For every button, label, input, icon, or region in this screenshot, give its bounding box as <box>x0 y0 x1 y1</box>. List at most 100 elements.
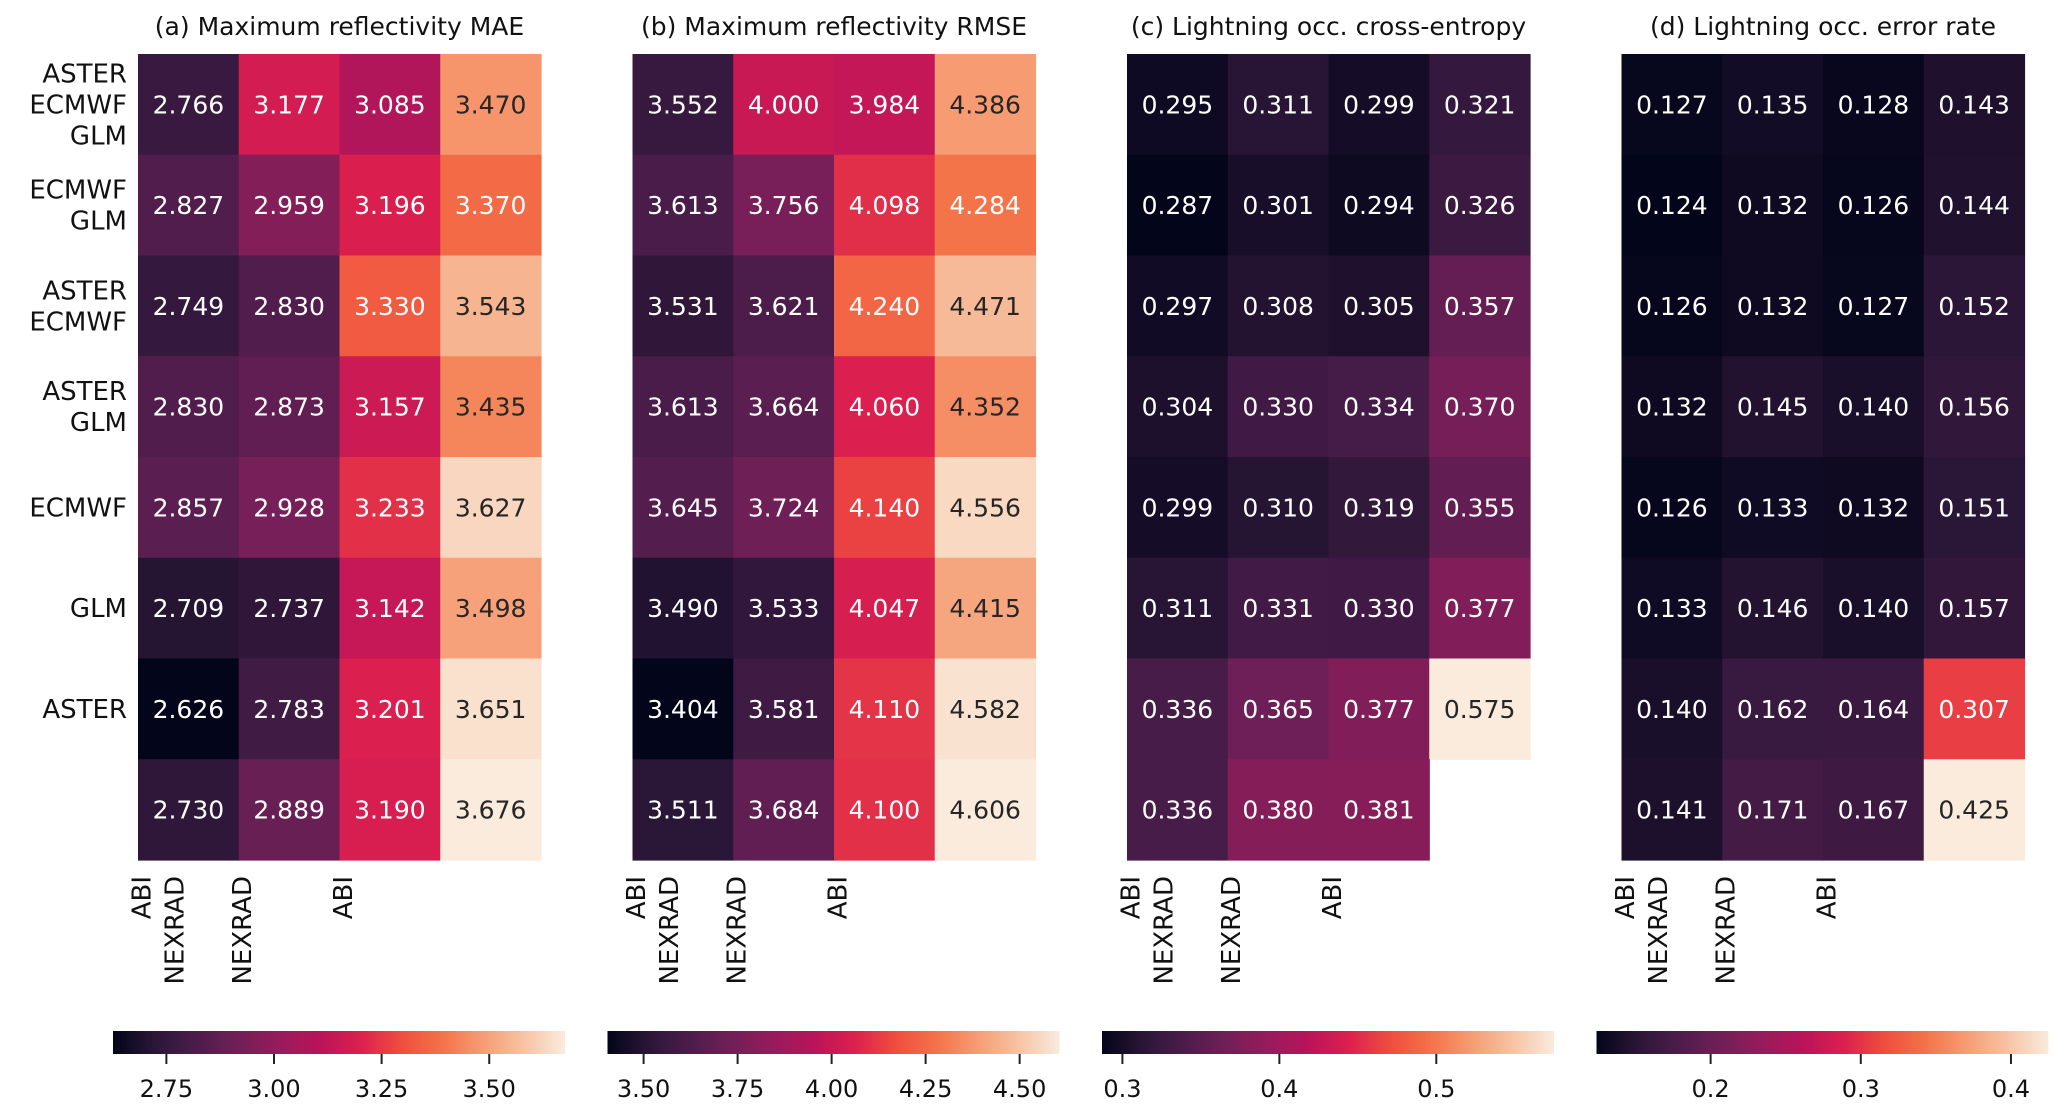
heatmap-cell <box>1823 54 1925 156</box>
cell-value-label: 0.301 <box>1242 191 1314 220</box>
heatmap-cell <box>834 356 936 458</box>
cell-value-label: 0.151 <box>1938 493 2010 522</box>
row-label: ECMWF <box>29 493 127 523</box>
cell-value-label: 2.709 <box>153 594 225 623</box>
cell-value-label: 3.490 <box>647 594 719 623</box>
cell-value-label: 3.370 <box>455 191 527 220</box>
heatmap-cell <box>1621 557 1723 660</box>
cell-value-label: 4.110 <box>849 695 921 724</box>
heatmap-cell <box>138 154 240 257</box>
panels: (a) Maximum reflectivity MAE 2.766 3.177 3.… <box>29 12 2049 1103</box>
heatmap-cell <box>440 356 542 458</box>
cell-value-label: 3.724 <box>748 493 820 522</box>
heatmap-cell <box>238 356 341 458</box>
cell-value-label: 0.321 <box>1444 90 1516 119</box>
cell-value-label: 0.330 <box>1242 393 1314 422</box>
heatmap-cell <box>1227 759 1330 861</box>
cell-value-label: 3.552 <box>647 90 719 119</box>
heatmap-cell <box>440 658 542 760</box>
cell-value-label: 2.830 <box>153 393 225 422</box>
cell-value-label: 0.126 <box>1636 292 1708 321</box>
cell-value-label: 3.621 <box>748 292 820 321</box>
cell-value-label: 0.132 <box>1737 191 1809 220</box>
row-label: GLM <box>70 594 127 624</box>
cell-value-label: 0.370 <box>1444 393 1516 422</box>
cell-value-label: 3.581 <box>748 695 820 724</box>
cell-value-label: 4.140 <box>849 493 921 522</box>
heatmap-cell <box>1722 54 1824 156</box>
heatmap-cell <box>632 255 734 357</box>
column-label: NEXRAD <box>160 876 190 985</box>
heatmap-cell <box>339 255 441 357</box>
heatmap-cell <box>1227 557 1330 660</box>
cell-value-label: 0.377 <box>1343 695 1415 724</box>
cell-value-label: 0.135 <box>1737 90 1809 119</box>
heatmap-cell <box>733 557 835 660</box>
cell-value-label: 3.190 <box>354 796 426 825</box>
heatmap-cell <box>1823 658 1925 760</box>
heatmap-panel-b: (b) Maximum reflectivity RMSE 3.552 4.000 3… <box>607 12 1060 1103</box>
heatmap-cell <box>834 255 936 357</box>
cell-value-label: 4.606 <box>949 796 1021 825</box>
heatmap-cell <box>1823 457 1925 559</box>
heatmap-cell <box>733 457 835 559</box>
heatmap-cell <box>1722 255 1824 357</box>
cell-value-label: 0.305 <box>1343 292 1415 321</box>
panel-title: (c) Lightning occ. cross-entropy <box>1131 12 1526 41</box>
cell-value-label: 4.582 <box>949 695 1021 724</box>
heatmap-cell <box>1923 557 2026 660</box>
cell-value-label: 0.156 <box>1938 393 2010 422</box>
cell-value-label: 2.737 <box>253 594 325 623</box>
colorbar-tick-label: 0.2 <box>1692 1075 1730 1103</box>
heatmap-cell <box>238 255 341 357</box>
heatmap-cell <box>632 356 734 458</box>
cell-value-label: 3.627 <box>455 493 527 522</box>
heatmap-cell <box>632 759 734 861</box>
heatmap-cell <box>834 154 936 257</box>
cell-value-label: 3.201 <box>354 695 426 724</box>
heatmap-cell <box>733 54 835 156</box>
heatmap-cell <box>1429 557 1531 660</box>
cell-value-label: 0.145 <box>1737 393 1809 422</box>
heatmap-cell <box>339 356 441 458</box>
heatmap-cell <box>1722 557 1824 660</box>
heatmap-cell <box>1621 658 1723 760</box>
cell-value-label: 3.664 <box>748 393 820 422</box>
cell-value-label: 2.928 <box>253 493 325 522</box>
cell-value-label: 4.060 <box>849 393 921 422</box>
heatmap-cell <box>834 658 936 760</box>
cell-value-label: 3.756 <box>748 191 820 220</box>
cell-value-label: 3.157 <box>354 393 426 422</box>
cell-value-label: 4.556 <box>949 493 1021 522</box>
heatmap-cell <box>1227 658 1330 760</box>
cell-value-label: 0.299 <box>1142 493 1214 522</box>
cell-value-label: 2.889 <box>253 796 325 825</box>
cell-value-label: 2.626 <box>153 695 225 724</box>
heatmap-cell <box>834 759 936 861</box>
row-label: ASTER <box>42 59 127 89</box>
row-label: ECMWF <box>29 90 127 120</box>
cell-value-label: 0.127 <box>1636 90 1708 119</box>
heatmap-cell <box>1429 658 1531 760</box>
colorbar-tick-label: 0.4 <box>1260 1075 1298 1103</box>
heatmap-cell <box>1923 255 2026 357</box>
cell-value-label: 0.326 <box>1444 191 1516 220</box>
cell-value-label: 0.355 <box>1444 493 1516 522</box>
cell-value-label: 0.133 <box>1737 493 1809 522</box>
colorbar-tick-label: 0.4 <box>1992 1075 2030 1103</box>
heatmap-cell <box>1621 457 1723 559</box>
heatmap-cell <box>1722 154 1824 257</box>
cell-value-label: 0.128 <box>1838 90 1910 119</box>
cell-value-label: 0.152 <box>1938 292 2010 321</box>
heatmap-cell <box>238 54 341 156</box>
heatmap-cell <box>339 457 441 559</box>
colorbar-tick-label: 4.00 <box>805 1075 858 1103</box>
heatmap-cell <box>138 54 240 156</box>
heatmap-cell <box>440 154 542 257</box>
heatmap-cell <box>934 759 1037 861</box>
heatmap-cell <box>238 457 341 559</box>
heatmap-cell <box>1328 54 1430 156</box>
cell-value-label: 0.308 <box>1242 292 1314 321</box>
column-label: ABI <box>1812 876 1842 919</box>
heatmap-cell <box>1823 255 1925 357</box>
